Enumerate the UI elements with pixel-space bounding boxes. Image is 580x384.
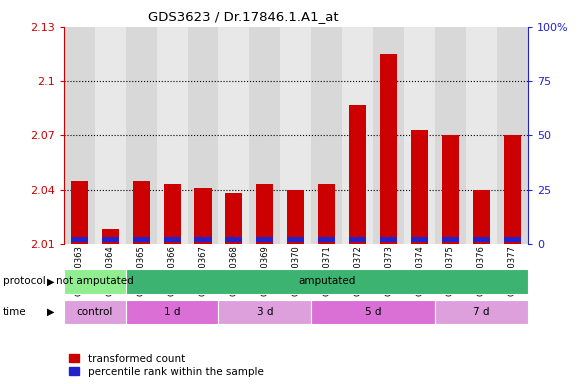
Bar	[404, 27, 435, 244]
Bar	[373, 27, 404, 244]
Bar	[133, 180, 150, 244]
Bar	[126, 27, 157, 244]
Text: 7 d: 7 d	[473, 307, 490, 317]
Bar	[126, 300, 219, 324]
Bar	[226, 237, 242, 242]
Bar	[187, 27, 219, 244]
Bar	[126, 269, 528, 294]
Bar	[226, 193, 242, 244]
Text: ▶: ▶	[48, 307, 55, 317]
Bar	[349, 237, 366, 242]
Bar	[380, 54, 397, 244]
Text: 5 d: 5 d	[365, 307, 382, 317]
Bar	[411, 130, 428, 244]
Text: 1 d: 1 d	[164, 307, 180, 317]
Bar	[280, 27, 311, 244]
Text: 3 d: 3 d	[256, 307, 273, 317]
Text: protocol: protocol	[3, 276, 46, 286]
Bar	[219, 27, 249, 244]
Text: amputated: amputated	[298, 276, 356, 286]
Bar	[194, 188, 212, 244]
Legend: transformed count, percentile rank within the sample: transformed count, percentile rank withi…	[69, 354, 264, 377]
Bar	[349, 104, 366, 244]
Bar	[466, 27, 497, 244]
Text: time: time	[3, 307, 27, 317]
Bar	[95, 27, 126, 244]
Bar	[504, 237, 521, 242]
Bar	[473, 190, 490, 244]
Text: GDS3623 / Dr.17846.1.A1_at: GDS3623 / Dr.17846.1.A1_at	[148, 10, 339, 23]
Bar	[411, 237, 428, 242]
Bar	[64, 269, 126, 294]
Bar	[287, 190, 305, 244]
Bar	[249, 27, 280, 244]
Text: not amputated: not amputated	[56, 276, 133, 286]
Bar	[64, 300, 126, 324]
Text: ▶: ▶	[48, 276, 55, 286]
Bar	[256, 184, 273, 244]
Bar	[318, 184, 335, 244]
Bar	[318, 237, 335, 242]
Bar	[311, 27, 342, 244]
Bar	[219, 300, 311, 324]
Bar	[164, 237, 180, 242]
Bar	[287, 237, 305, 242]
Bar	[380, 237, 397, 242]
Bar	[497, 27, 528, 244]
Bar	[442, 237, 459, 242]
Bar	[71, 237, 88, 242]
Bar	[102, 229, 119, 244]
Bar	[164, 184, 180, 244]
Bar	[504, 136, 521, 244]
Bar	[442, 136, 459, 244]
Bar	[64, 27, 95, 244]
Bar	[102, 237, 119, 242]
Bar	[157, 27, 187, 244]
Bar	[311, 300, 435, 324]
Bar	[256, 237, 273, 242]
Bar	[194, 237, 212, 242]
Bar	[435, 27, 466, 244]
Bar	[435, 300, 528, 324]
Bar	[133, 237, 150, 242]
Text: control: control	[77, 307, 113, 317]
Bar	[342, 27, 373, 244]
Bar	[473, 237, 490, 242]
Bar	[71, 180, 88, 244]
